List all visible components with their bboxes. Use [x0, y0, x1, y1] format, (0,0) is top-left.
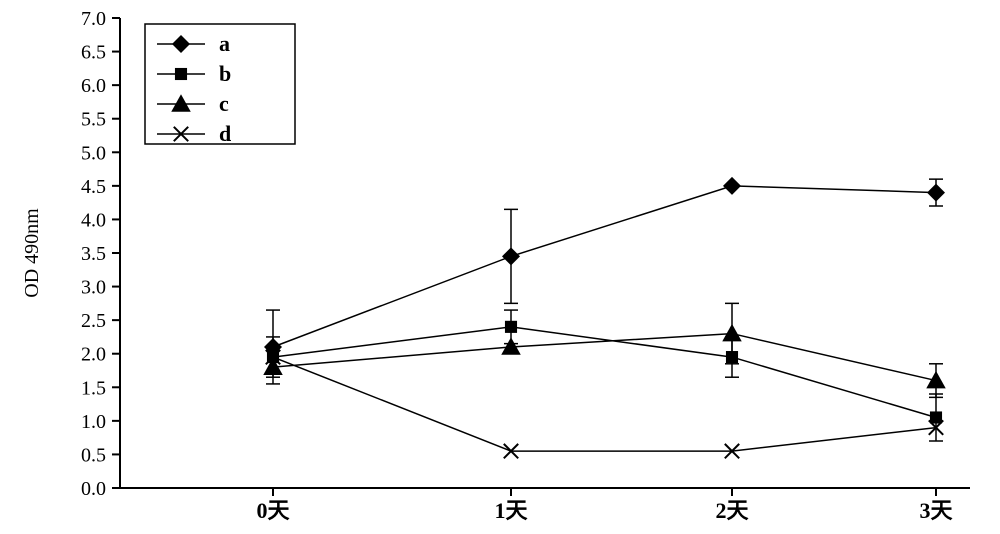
square-marker — [930, 411, 942, 423]
legend-marker-a — [172, 35, 190, 53]
y-tick-label: 2.5 — [81, 310, 106, 332]
diamond-marker — [172, 35, 190, 53]
triangle-marker — [722, 324, 742, 342]
diamond-marker — [927, 184, 945, 202]
y-tick-label: 3.0 — [81, 277, 106, 299]
legend-label-a: a — [219, 31, 230, 56]
triangle-marker — [171, 94, 191, 112]
legend-marker-c — [171, 94, 191, 112]
y-tick-label: 0.5 — [81, 444, 106, 466]
y-tick-label: 7.0 — [81, 8, 106, 30]
y-tick-label: 2.0 — [81, 344, 106, 366]
y-tick-label: 0.0 — [81, 478, 106, 500]
x-tick-label: 0天 — [256, 498, 290, 523]
square-marker — [505, 321, 517, 333]
legend-label-d: d — [219, 121, 231, 146]
y-tick-label: 4.0 — [81, 209, 106, 231]
y-tick-label: 6.5 — [81, 42, 106, 64]
chart-container: 0.0 0.5 1.0 1.5 2.0 2.5 3.0 3.5 4.0 4.5 5.0 5.5 6.0 6… — [0, 0, 1000, 534]
y-tick-label: 6.0 — [81, 75, 106, 97]
series-c — [263, 303, 946, 397]
series-line-a — [273, 186, 936, 347]
y-tick-label: 1.5 — [81, 377, 106, 399]
y-tick-label: 3.5 — [81, 243, 106, 265]
series-line-b — [273, 327, 936, 418]
y-tick-label: 4.5 — [81, 176, 106, 198]
y-axis-label: OD 490nm — [21, 208, 43, 298]
series-line-d — [273, 357, 936, 451]
series-line-c — [273, 334, 936, 381]
diamond-marker — [502, 247, 520, 265]
series-a — [264, 177, 945, 384]
chart-svg: 0.0 0.5 1.0 1.5 2.0 2.5 3.0 3.5 4.0 4.5 5.0 5.5 6.0 6… — [0, 0, 1000, 534]
diamond-marker — [723, 177, 741, 195]
x-tick-label: 3天 — [919, 498, 953, 523]
y-tick-label: 1.0 — [81, 411, 106, 433]
x-tick-label: 2天 — [715, 498, 749, 523]
legend-marker-b — [175, 68, 187, 80]
legend-label-c: c — [219, 91, 229, 116]
series-b — [266, 310, 943, 441]
legend-label-b: b — [219, 61, 231, 86]
y-tick-label: 5.5 — [81, 109, 106, 131]
square-marker — [175, 68, 187, 80]
series-d — [266, 350, 943, 458]
y-tick-label: 5.0 — [81, 142, 106, 164]
x-tick-label: 1天 — [494, 498, 528, 523]
